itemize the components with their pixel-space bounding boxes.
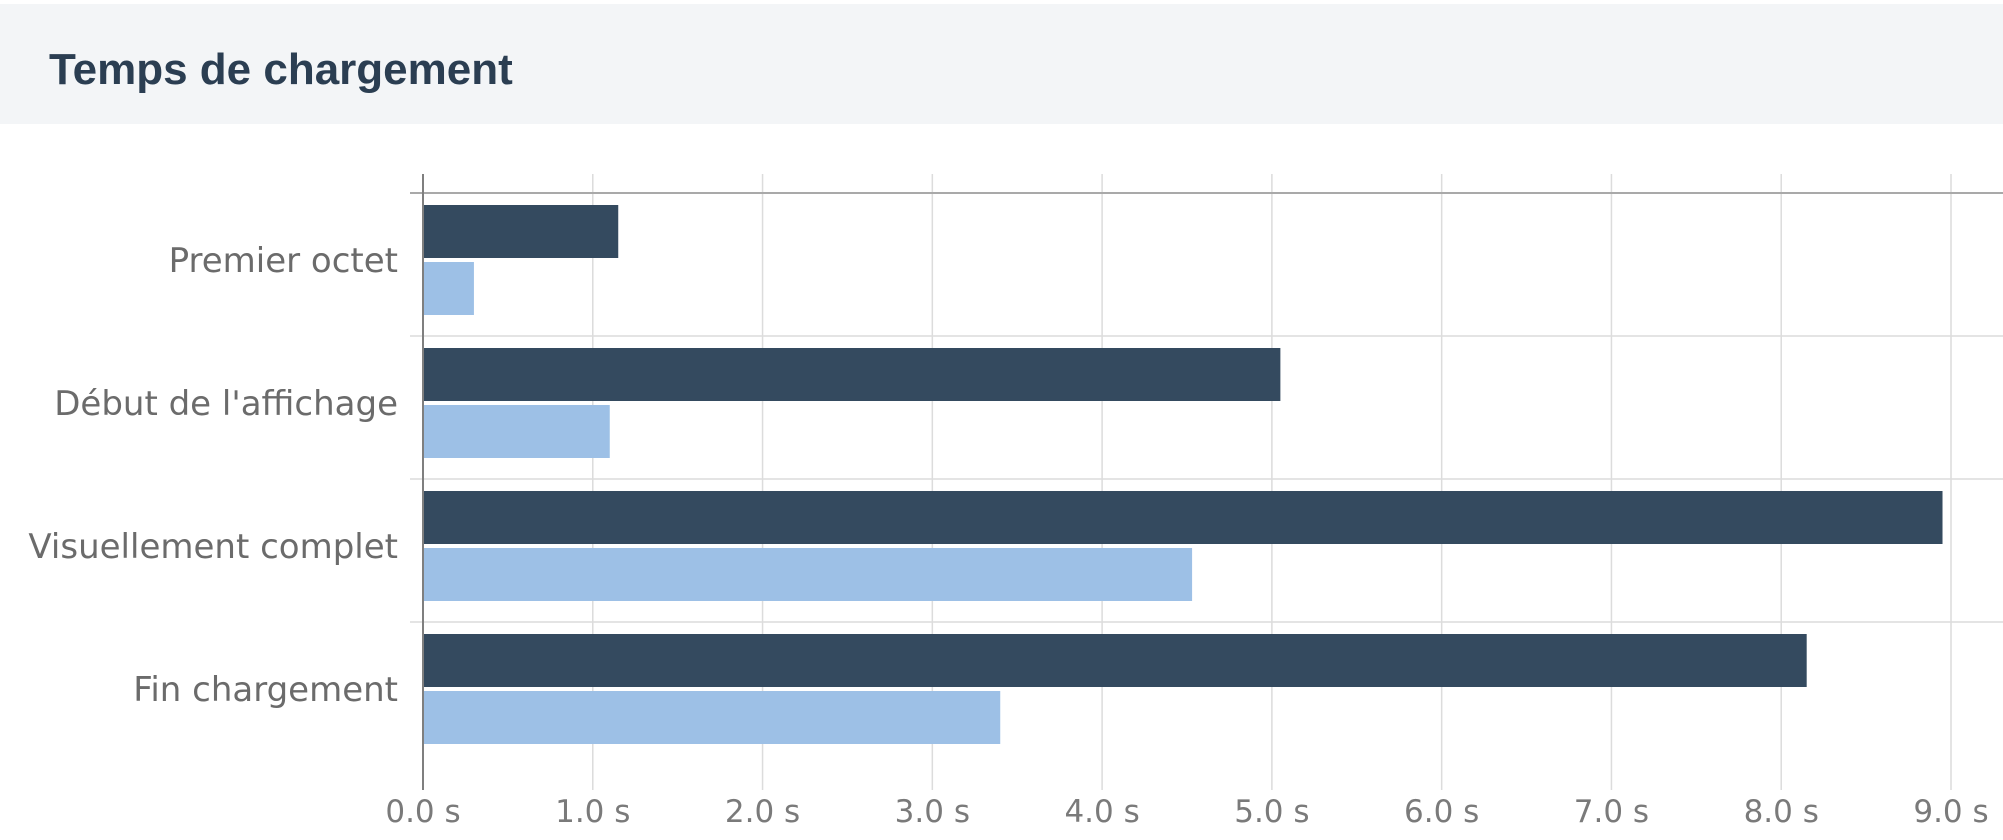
- x-tick-label: 9.0 s: [1913, 794, 1988, 830]
- chart-axes: [410, 174, 2003, 790]
- bar: [423, 548, 1193, 601]
- x-tick-label: 1.0 s: [555, 794, 630, 830]
- x-tick-label: 0.0 s: [385, 794, 460, 830]
- x-tick-label: 5.0 s: [1234, 794, 1309, 830]
- bar: [423, 348, 1281, 401]
- x-tick-label: 2.0 s: [725, 794, 800, 830]
- chart-labels: 0.0 s 1.0 s 2.0 s 3.0 s 4.0 s 5.0 s 6.0 s 7.0 s…: [28, 241, 1988, 830]
- x-tick-label: 3.0 s: [895, 794, 970, 830]
- x-tick-label: 8.0 s: [1744, 794, 1819, 830]
- category-label: Début de l'affichage: [54, 384, 398, 424]
- x-tick-label: 4.0 s: [1064, 794, 1139, 830]
- bar: [423, 491, 1943, 544]
- chart-grid: [410, 174, 2003, 790]
- category-label: Fin chargement: [133, 670, 398, 710]
- bar: [423, 262, 474, 315]
- x-tick-label: 6.0 s: [1404, 794, 1479, 830]
- bar: [423, 691, 1001, 744]
- panel-title: Temps de chargement: [49, 45, 513, 94]
- bar: [423, 205, 619, 258]
- category-label: Premier octet: [169, 241, 398, 281]
- panel-header: Temps de chargement: [0, 4, 2003, 124]
- x-tick-label: 7.0 s: [1574, 794, 1649, 830]
- category-label: Visuellement complet: [28, 527, 398, 567]
- bar: [423, 405, 610, 458]
- bar: [423, 634, 1807, 687]
- chart-bars: [423, 205, 1943, 744]
